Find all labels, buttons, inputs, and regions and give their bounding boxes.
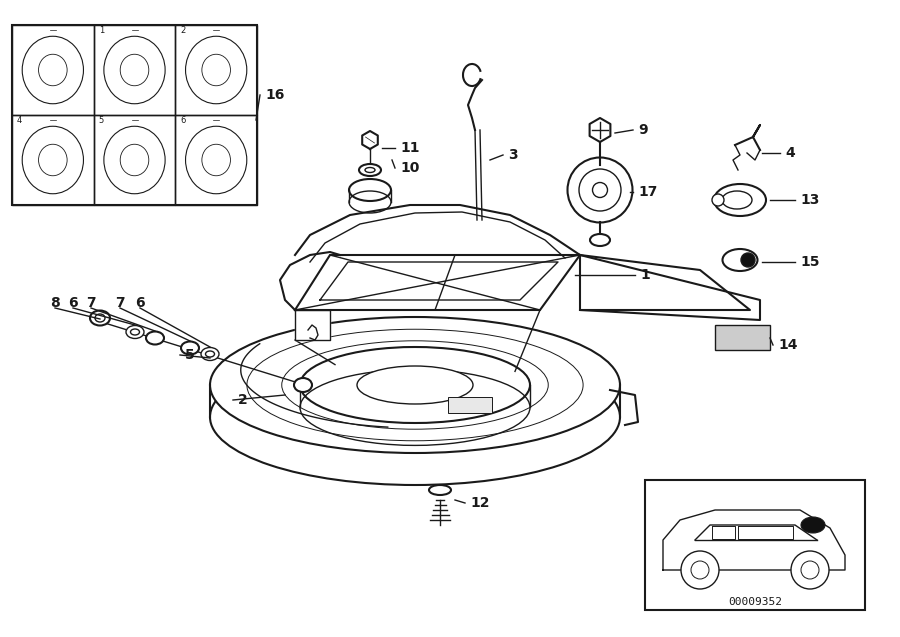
Polygon shape [695,525,817,540]
Text: 1: 1 [640,268,650,282]
Ellipse shape [126,326,144,338]
Ellipse shape [722,191,752,209]
Text: 6: 6 [135,296,145,310]
Bar [448,397,492,413]
Text: 7: 7 [86,296,95,310]
Polygon shape [295,310,330,340]
Ellipse shape [146,331,164,345]
Text: 6: 6 [68,296,77,310]
Ellipse shape [714,184,766,216]
Circle shape [741,253,755,267]
Text: 4: 4 [17,116,22,125]
Text: 4: 4 [785,146,795,160]
Text: 2: 2 [180,26,185,35]
Text: 00009352: 00009352 [728,597,782,607]
Text: 11: 11 [400,141,419,155]
Circle shape [712,194,724,206]
Ellipse shape [201,348,219,361]
Ellipse shape [349,179,391,201]
Bar [12,25,94,115]
Text: 3: 3 [508,148,518,162]
Text: 2: 2 [238,393,248,407]
Text: 16: 16 [265,88,284,102]
Circle shape [681,551,719,589]
Text: 9: 9 [638,123,648,137]
Text: 13: 13 [800,193,819,207]
Text: 17: 17 [638,185,657,199]
Ellipse shape [210,317,620,453]
Ellipse shape [801,517,825,533]
Bar [12,115,94,205]
Polygon shape [590,118,610,142]
Bar [94,25,176,115]
Bar [94,115,176,205]
Text: 7: 7 [115,296,125,310]
Ellipse shape [359,164,381,176]
Text: 14: 14 [778,338,797,352]
Bar [645,480,865,610]
Ellipse shape [568,157,633,222]
Polygon shape [663,510,845,570]
Polygon shape [295,255,580,310]
Circle shape [791,551,829,589]
Text: 6: 6 [180,116,185,125]
Ellipse shape [723,249,758,271]
Text: 12: 12 [470,496,490,510]
Ellipse shape [181,341,199,355]
Ellipse shape [90,310,110,326]
Ellipse shape [294,378,312,392]
Bar [176,25,257,115]
Ellipse shape [429,485,451,495]
Ellipse shape [590,234,610,246]
Text: 5: 5 [99,116,104,125]
Polygon shape [580,255,760,320]
Text: 1: 1 [99,26,104,35]
Ellipse shape [300,347,530,423]
Bar [715,325,770,350]
Text: 15: 15 [800,255,820,269]
Text: 10: 10 [400,161,419,175]
Bar [12,25,257,205]
Polygon shape [580,255,750,310]
Ellipse shape [357,366,473,404]
Text: 5: 5 [185,348,194,362]
Text: 8: 8 [50,296,60,310]
Bar [176,115,257,205]
